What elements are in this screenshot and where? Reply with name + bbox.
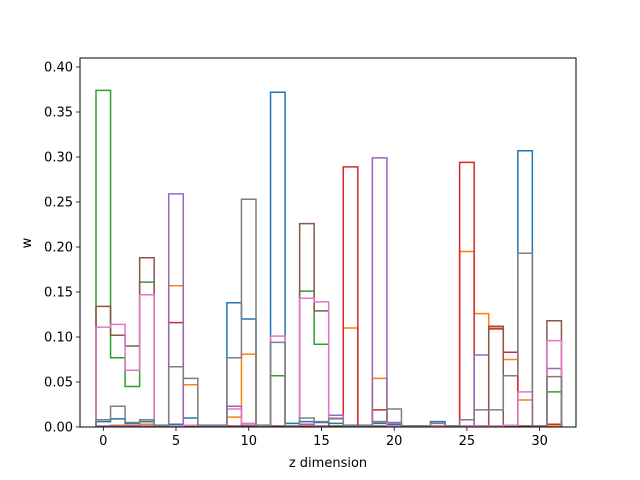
y-axis-label: w bbox=[20, 237, 35, 248]
series-line-7 bbox=[95, 198, 563, 427]
x-tick-label: 15 bbox=[313, 434, 330, 449]
y-tick-label: 0.10 bbox=[44, 331, 73, 346]
y-tick-label: 0.35 bbox=[44, 106, 73, 121]
series-line-6 bbox=[95, 293, 563, 427]
series-layer bbox=[95, 89, 563, 427]
x-tick-label: 30 bbox=[531, 434, 548, 449]
series-line-5 bbox=[95, 222, 563, 427]
y-axis: 0.00 0.05 0.10 0.15 0.20 0.25 0.30 0.35 0.40 bbox=[44, 61, 80, 436]
y-tick-label: 0.15 bbox=[44, 286, 73, 301]
x-tick-label: 0 bbox=[99, 434, 107, 449]
y-tick-label: 0.05 bbox=[44, 376, 73, 391]
y-tick-label: 0.00 bbox=[44, 421, 73, 436]
x-tick-label: 20 bbox=[386, 434, 403, 449]
plot-frame bbox=[79, 57, 577, 428]
x-tick-label: 25 bbox=[459, 434, 476, 449]
x-tick-label: 5 bbox=[172, 434, 180, 449]
y-tick-label: 0.30 bbox=[44, 151, 73, 166]
y-tick-label: 0.20 bbox=[44, 241, 73, 256]
y-tick-label: 0.40 bbox=[44, 61, 73, 76]
x-tick-label: 10 bbox=[240, 434, 257, 449]
x-axis: 0 5 10 15 20 25 30 bbox=[99, 427, 548, 449]
y-tick-label: 0.25 bbox=[44, 196, 73, 211]
x-axis-label: z dimension bbox=[289, 456, 367, 471]
